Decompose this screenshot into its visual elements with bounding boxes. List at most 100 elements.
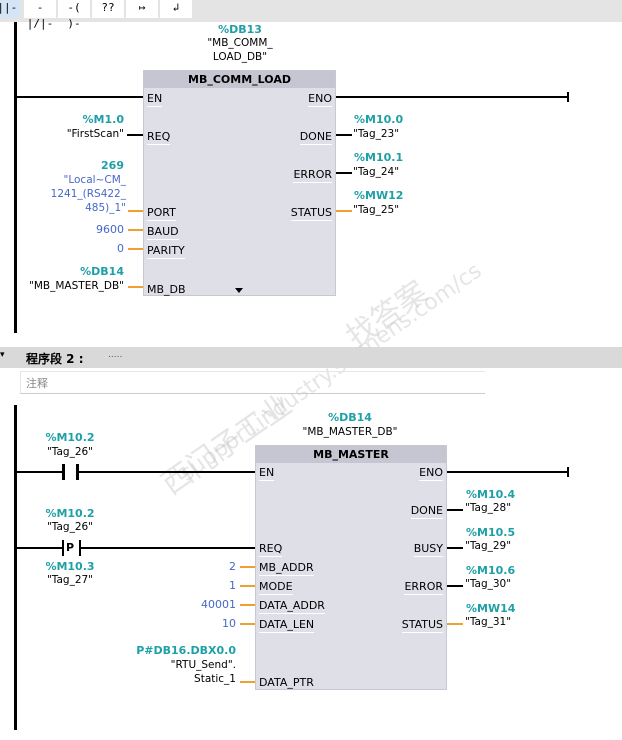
ladder-toolbar: -||- -|/|- -( )- ?? ↦ ↲ [0,0,622,30]
error-tag: "Tag_30" [465,578,512,590]
block-title: MB_COMM_LOAD [144,71,335,88]
instance-db-name: "MB_MASTER_DB" [302,426,398,438]
done-wire [447,509,463,511]
pin-done: DONE [299,130,332,145]
mode-wire [240,585,255,587]
instance-db-address: %DB13 [218,23,262,36]
baud-value: 9600 [96,223,124,236]
data-addr-wire [240,604,255,606]
pin-done: DONE [410,504,443,519]
baud-wire [128,229,143,231]
pin-status: STATUS [401,618,443,633]
pin-busy: BUSY [413,542,443,557]
pin-mode: MODE [259,580,293,595]
pin-en: EN [259,466,275,481]
done-tag: "Tag_23" [353,128,400,140]
error-wire [447,585,463,587]
busy-wire [447,547,463,549]
status-tag: "Tag_25" [353,204,400,216]
req-wire [127,134,143,136]
data-addr-value: 40001 [201,598,236,611]
contact1-tag: "Tag_26" [46,446,94,458]
no-contact-icon[interactable] [76,464,79,480]
power-wire [15,471,64,473]
error-wire [336,172,352,174]
status-address: %MW14 [466,602,516,615]
parity-wire [128,248,143,250]
no-contact-icon[interactable] [62,464,65,480]
mb-db-wire [128,286,143,288]
pin-error: ERROR [293,168,332,183]
parity-value: 0 [117,242,124,255]
network-title-placeholder[interactable]: ..... [108,350,123,360]
pin-error: ERROR [404,580,443,595]
coil-icon[interactable]: -( )- [58,0,90,30]
busy-address: %M10.5 [466,526,516,539]
instance-db-address: %DB14 [328,411,372,424]
p-contact-icon[interactable] [62,540,64,556]
mb-master-block[interactable]: MB_MASTER EN ENO REQ MB_ADDR MODE DATA_A… [255,445,447,691]
port-value: 269 [101,159,124,172]
edge-memory-tag: "Tag_27" [46,574,94,586]
status-address: %MW12 [354,189,404,202]
power-wire [447,471,568,473]
power-wire [79,471,255,473]
data-len-value: 10 [222,617,236,630]
power-wire [81,547,255,549]
power-wire [15,547,63,549]
collapse-arrow-icon[interactable]: ▾ [0,350,5,360]
contact1-address: %M10.2 [45,431,95,444]
pin-data-ptr: DATA_PTR [259,676,314,691]
status-wire [336,210,352,212]
done-address: %M10.4 [466,488,516,501]
instance-db-name: "MB_COMM_ [207,37,273,49]
pin-eno: ENO [419,466,443,481]
network-comment-field[interactable]: 注释 [20,371,485,394]
close-branch-icon[interactable]: ↲ [160,0,192,18]
port-tag: "Local~CM_ [63,174,126,186]
power-rail [14,22,17,333]
pin-mb-addr: MB_ADDR [259,561,314,576]
expand-arrow-icon[interactable] [235,288,243,293]
p-contact-icon[interactable] [79,540,81,556]
error-address: %M10.1 [354,151,404,164]
mb-db-tag: "MB_MASTER_DB" [29,280,124,292]
port-tag: 485)_1" [85,202,126,214]
contact2-tag: "Tag_26" [46,521,94,533]
network-2-header[interactable]: ▾ 程序段 2 : ..... [0,347,622,368]
error-tag: "Tag_24" [353,166,400,178]
done-wire [336,134,352,136]
p-contact-label: P [66,541,75,554]
normally-open-contact-icon[interactable]: -||- [0,0,20,18]
pin-req: REQ [147,130,171,145]
pin-data-addr: DATA_ADDR [259,599,325,614]
data-ptr-wire [240,681,255,683]
done-tag: "Tag_28" [465,502,512,514]
power-wire [15,96,143,98]
status-tag: "Tag_31" [465,616,512,628]
mode-value: 1 [229,579,236,592]
req-address: %M1.0 [82,113,124,126]
mb-comm-load-block[interactable]: MB_COMM_LOAD EN ENO REQ PORT BAUD PARITY… [143,70,336,298]
status-wire [447,623,463,625]
pin-mb-db: MB_DB [147,283,186,298]
port-tag: 1241_(RS422_ [50,188,126,200]
req-tag: "FirstScan" [66,128,124,140]
data-ptr-tag: Static_1 [194,673,236,685]
mb-db-address: %DB14 [80,265,124,278]
normally-closed-contact-icon[interactable]: -|/|- [24,0,56,30]
power-rail [14,405,17,730]
data-len-wire [240,623,255,625]
port-wire [128,210,143,212]
done-address: %M10.0 [354,113,404,126]
edge-memory-address: %M10.3 [45,560,95,573]
open-branch-icon[interactable]: ↦ [126,0,158,18]
contact2-address: %M10.2 [45,507,95,520]
empty-box-icon[interactable]: ?? [92,0,124,18]
pin-en: EN [147,92,163,107]
pin-req: REQ [259,542,283,557]
pin-status: STATUS [290,206,332,221]
data-ptr-address: P#DB16.DBX0.0 [136,644,236,657]
power-wire [336,96,568,98]
pin-parity: PARITY [147,244,185,259]
